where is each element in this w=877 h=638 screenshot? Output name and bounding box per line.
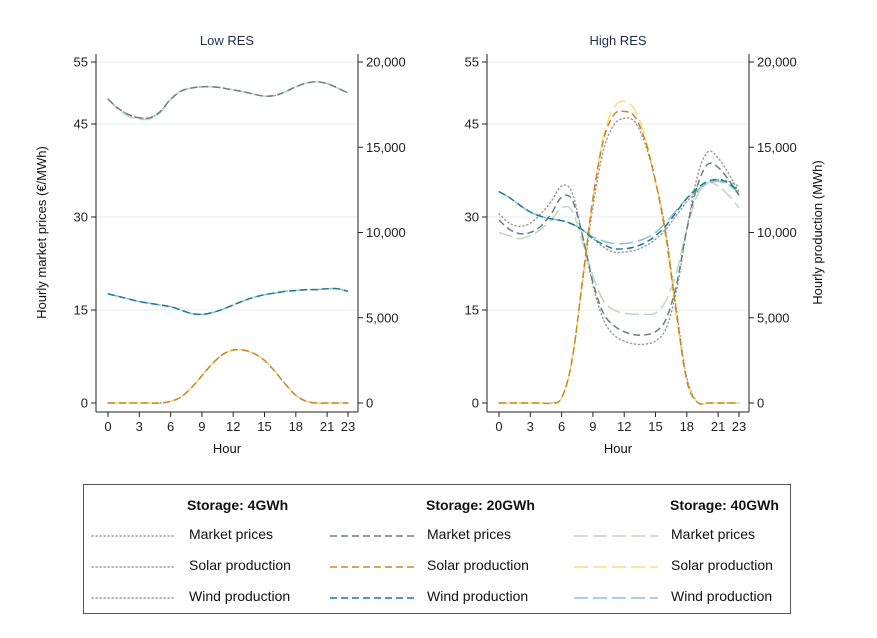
legend-label: Wind production (427, 588, 529, 604)
legend-item: Wind production (328, 588, 548, 608)
legend-swatch (91, 566, 177, 568)
x-tick-label: 6 (167, 419, 174, 434)
legend-swatch (330, 535, 414, 537)
y-tick-label-right: 10,000 (366, 225, 406, 240)
x-tick-label: 0 (104, 419, 111, 434)
y-tick-label-right: 15,000 (757, 140, 797, 155)
y-tick-label-left: 0 (81, 396, 88, 411)
y-tick-label-left: 0 (472, 396, 479, 411)
legend-swatch (330, 597, 414, 599)
legend-item: Wind production (90, 588, 310, 608)
y-axis-label-right: Hourly production (MWh) (810, 160, 825, 305)
series-line-solar-production-storage-20gwh (108, 348, 348, 404)
legend-swatch (91, 597, 177, 599)
y-tick-label-right: 0 (366, 396, 373, 411)
series-line-market-prices-storage-40gwh (107, 81, 349, 121)
legend-item: Wind production (572, 588, 792, 608)
x-tick-label: 18 (289, 419, 303, 434)
legend-label: Wind production (671, 588, 773, 604)
legend-label: Solar production (671, 557, 773, 573)
y-tick-label-right: 20,000 (366, 55, 406, 70)
series-line-market-prices-storage-20gwh (107, 81, 349, 120)
x-tick-label: 3 (527, 419, 534, 434)
legend-label: Market prices (427, 526, 512, 542)
y-tick-label-left: 30 (74, 210, 88, 225)
series-line-market-prices-storage-4gwh (498, 150, 740, 346)
y-tick-label-right: 5,000 (757, 310, 790, 325)
y-tick-label-left: 45 (465, 117, 479, 132)
x-axis-label: Hour (604, 441, 633, 456)
y-tick-label-left: 55 (465, 55, 479, 70)
series-line-market-prices-storage-20gwh (498, 162, 740, 336)
y-tick-label-left: 45 (74, 117, 88, 132)
series-line-market-prices-storage-4gwh (107, 81, 349, 120)
legend-item: Market prices (572, 526, 792, 546)
y-tick-label-right: 20,000 (757, 55, 797, 70)
legend-item: Market prices (90, 526, 310, 546)
chart-figure: Low RES01530455505,00010,00015,00020,000… (34, 33, 825, 456)
series-line-solar-production-storage-4gwh (107, 348, 349, 404)
legend-item: Market prices (328, 526, 548, 546)
legend-swatch (574, 597, 658, 599)
legend-label: Wind production (189, 588, 291, 604)
x-tick-label: 12 (226, 419, 240, 434)
legend-swatch (574, 535, 658, 537)
series-line-wind-production-storage-20gwh (107, 287, 349, 316)
x-tick-label: 3 (136, 419, 143, 434)
y-tick-label-right: 10,000 (757, 225, 797, 240)
x-tick-label: 21 (320, 419, 334, 434)
series-line-wind-production-storage-20gwh (498, 178, 740, 250)
legend-swatch (330, 566, 414, 568)
legend-header-storage-40gwh: Storage: 40GWh (670, 497, 779, 513)
chart-legend: Storage: 4GWh Market prices Solar producti… (83, 484, 791, 614)
legend-label: Market prices (671, 526, 756, 542)
panel-title: High RES (589, 33, 646, 48)
x-tick-label: 9 (198, 419, 205, 434)
legend-swatch (91, 535, 177, 537)
series-line-solar-production-storage-20gwh (499, 110, 739, 405)
series-line-market-prices-storage-40gwh (498, 181, 740, 316)
y-tick-label-right: 15,000 (366, 140, 406, 155)
x-tick-label: 23 (732, 419, 746, 434)
y-tick-label-left: 15 (74, 303, 88, 318)
x-tick-label: 23 (341, 419, 355, 434)
x-tick-label: 18 (680, 419, 694, 434)
legend-label: Market prices (189, 526, 274, 542)
legend-item: Solar production (572, 557, 792, 577)
legend-item: Solar production (90, 557, 310, 577)
x-tick-label: 6 (558, 419, 565, 434)
x-axis-label: Hour (213, 441, 242, 456)
series-line-solar-production-storage-40gwh (108, 348, 348, 404)
x-tick-label: 15 (648, 419, 662, 434)
legend-swatch (574, 566, 658, 568)
x-tick-label: 15 (257, 419, 271, 434)
legend-header-storage-20gwh: Storage: 20GWh (426, 497, 535, 513)
y-axis-label-left: Hourly market prices (€/MWh) (34, 146, 49, 319)
panel-title: Low RES (200, 33, 255, 48)
x-tick-label: 21 (711, 419, 725, 434)
series-line-wind-production-storage-4gwh (498, 178, 740, 254)
series-line-wind-production-storage-40gwh (498, 180, 740, 245)
series-line-solar-production-storage-4gwh (498, 117, 740, 405)
x-tick-label: 9 (589, 419, 596, 434)
y-tick-label-right: 0 (757, 396, 764, 411)
legend-label: Solar production (189, 557, 291, 573)
panel-high-res: High RES01530455505,00010,00015,00020,00… (465, 33, 825, 456)
legend-label: Solar production (427, 557, 529, 573)
x-tick-label: 12 (617, 419, 631, 434)
x-tick-label: 0 (495, 419, 502, 434)
panel-low-res: Low RES01530455505,00010,00015,00020,000… (34, 33, 406, 456)
y-tick-label-right: 5,000 (366, 310, 399, 325)
y-tick-label-left: 15 (465, 303, 479, 318)
y-tick-label-left: 55 (74, 55, 88, 70)
legend-item: Solar production (328, 557, 548, 577)
y-tick-label-left: 30 (465, 210, 479, 225)
legend-header-storage-4gwh: Storage: 4GWh (187, 497, 289, 513)
